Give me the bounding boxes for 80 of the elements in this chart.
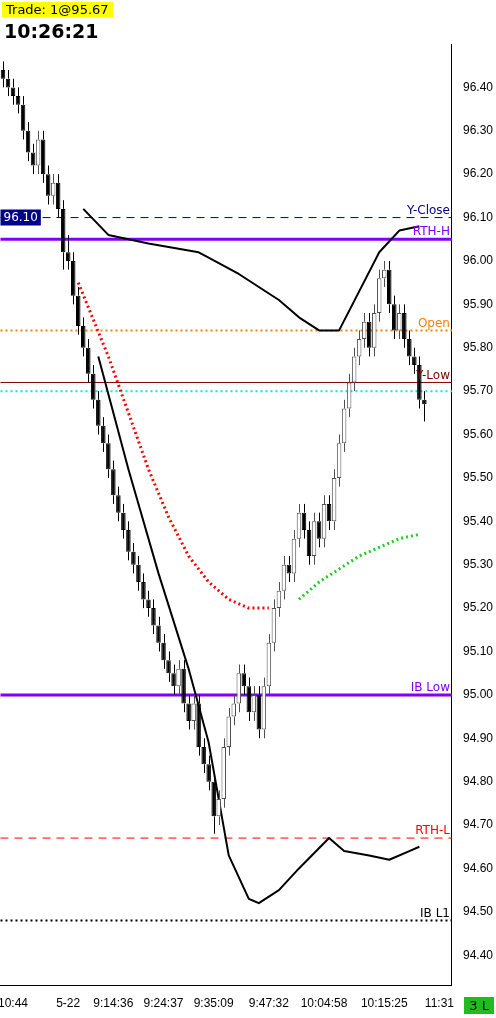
y-tick-label: 95.20 — [462, 600, 494, 615]
ref-line-label: Y-Close — [406, 202, 450, 217]
ref-line-label: RTH-L — [415, 823, 451, 838]
candlestick — [161, 633, 166, 670]
y-tick-label: 95.80 — [462, 340, 494, 355]
candlestick — [171, 664, 176, 696]
candlestick — [402, 303, 407, 349]
candlestick — [151, 598, 156, 635]
y-tick-label: 95.40 — [462, 513, 494, 528]
candlestick — [86, 338, 91, 383]
y-tick-label: 94.70 — [462, 817, 494, 832]
candlestick — [381, 260, 387, 288]
y-tick-label: 95.90 — [462, 296, 494, 311]
candlestick — [75, 286, 81, 336]
y-tick-label: 96.30 — [462, 123, 494, 138]
candlestick — [412, 347, 417, 375]
x-tick-label: 9:14:36 — [93, 996, 134, 1011]
candlestick — [111, 460, 116, 505]
line-series — [76, 281, 271, 610]
y-tick-label: 95.60 — [462, 426, 494, 441]
candlestick — [231, 694, 237, 726]
x-tick-label: 5-22 — [56, 996, 81, 1011]
y-tick-label: 96.20 — [462, 166, 494, 181]
y-tick-label: 94.40 — [462, 947, 494, 962]
candlestick — [181, 659, 186, 713]
y-tick-label: 95.00 — [462, 687, 494, 702]
candlestick — [216, 789, 221, 826]
x-tick-label: 11:31 — [424, 996, 455, 1011]
y-tick-label: 95.10 — [462, 643, 494, 658]
y-tick-label: 94.80 — [462, 773, 494, 788]
candlestick — [191, 694, 196, 731]
y-tick-label: 95.30 — [462, 557, 494, 572]
ref-line-label: RTH-H — [412, 224, 450, 239]
y-tick-label: 95.50 — [462, 470, 494, 485]
text: 10:26:21 — [4, 20, 99, 42]
candlestick — [221, 737, 226, 809]
candlestick — [226, 707, 231, 757]
candlestick — [131, 542, 136, 574]
candlestick — [141, 572, 146, 609]
x-tick-label: 10:04:58 — [300, 996, 348, 1011]
candlestick — [101, 416, 106, 453]
y-tick-label: 96.00 — [462, 253, 494, 268]
candlestick — [206, 755, 211, 791]
candlestick — [146, 590, 151, 618]
annotation: 96.10 — [3, 209, 38, 224]
y-tick-label: 94.60 — [462, 860, 494, 875]
candlestick — [196, 694, 201, 757]
ref-line-label: Open — [417, 315, 450, 330]
y-tick-label: 95.70 — [462, 383, 494, 398]
candlestick — [156, 616, 161, 652]
text: Trade: 1@95.67 — [2, 2, 113, 17]
candlestick — [186, 694, 191, 731]
y-tick-label: 94.90 — [462, 730, 494, 745]
ref-line-label: IB Low — [410, 680, 451, 694]
candlestick — [176, 659, 181, 696]
candlestick — [392, 295, 397, 340]
y-tick-label: 96.40 — [462, 79, 494, 94]
x-tick-label: 9:24:37 — [143, 996, 184, 1011]
candlestick — [166, 650, 171, 683]
candlestick — [91, 364, 96, 409]
candlestick — [136, 555, 141, 592]
x-tick-label: 10:15:25 — [360, 996, 408, 1011]
candlestick — [387, 260, 392, 314]
text: 3 L — [464, 997, 494, 1014]
candlestick — [407, 329, 412, 366]
candlestick — [96, 390, 101, 436]
candlestick — [116, 486, 121, 522]
candlestick — [126, 520, 131, 561]
line-series — [297, 532, 421, 601]
candlestick — [106, 434, 111, 479]
candlestick — [121, 503, 126, 540]
ref-line-label: IB L1 — [420, 905, 450, 920]
candlestick — [422, 390, 427, 423]
x-tick-label: 9:47:32 — [248, 996, 290, 1011]
candlestick — [201, 737, 206, 774]
candlestick — [397, 303, 402, 340]
candlestick — [81, 316, 86, 357]
x-tick-label: 9:35:09 — [193, 996, 235, 1011]
y-tick-label: 96.10 — [462, 209, 494, 224]
y-tick-label: 94.50 — [462, 904, 494, 919]
